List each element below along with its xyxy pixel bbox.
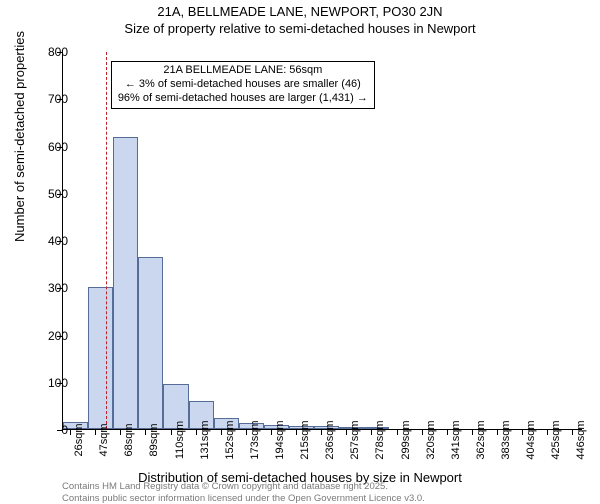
ytick-label: 300 xyxy=(28,281,68,295)
annotation-box: 21A BELLMEADE LANE: 56sqm← 3% of semi-de… xyxy=(111,61,375,108)
histogram-bar xyxy=(113,137,138,429)
xtick-label: 26sqm xyxy=(73,423,85,456)
xtick-label: 68sqm xyxy=(123,423,135,456)
xtick-label: 110sqm xyxy=(174,421,186,459)
chart-title-line1: 21A, BELLMEADE LANE, NEWPORT, PO30 2JN xyxy=(0,4,600,19)
xtick-mark xyxy=(271,429,272,435)
xtick-mark xyxy=(196,429,197,435)
xtick-label: 89sqm xyxy=(148,423,160,456)
xtick-mark xyxy=(296,429,297,435)
xtick-label: 257sqm xyxy=(349,420,361,459)
xtick-mark xyxy=(171,429,172,435)
xtick-mark xyxy=(120,429,121,435)
annotation-line: 21A BELLMEADE LANE: 56sqm xyxy=(118,64,368,78)
footer-attribution: Contains HM Land Registry data © Crown c… xyxy=(62,481,425,504)
xtick-mark xyxy=(246,429,247,435)
xtick-mark xyxy=(321,429,322,435)
xtick-label: 173sqm xyxy=(249,420,261,459)
xtick-label: 320sqm xyxy=(425,420,437,459)
ytick-label: 100 xyxy=(28,376,68,390)
xtick-label: 215sqm xyxy=(299,420,311,459)
xtick-mark xyxy=(472,429,473,435)
xtick-label: 299sqm xyxy=(400,420,412,459)
ytick-label: 400 xyxy=(28,234,68,248)
xtick-label: 47sqm xyxy=(98,423,110,456)
annotation-line: ← 3% of semi-detached houses are smaller… xyxy=(118,78,368,92)
xtick-label: 383sqm xyxy=(500,420,512,459)
ytick-label: 0 xyxy=(28,423,68,437)
xtick-mark xyxy=(447,429,448,435)
xtick-mark xyxy=(497,429,498,435)
ytick-label: 200 xyxy=(28,329,68,343)
reference-line xyxy=(106,52,107,429)
xtick-mark xyxy=(522,429,523,435)
xtick-mark xyxy=(547,429,548,435)
footer-line2: Contains public sector information licen… xyxy=(62,493,425,504)
annotation-line: 96% of semi-detached houses are larger (… xyxy=(118,92,368,106)
xtick-mark xyxy=(221,429,222,435)
xtick-mark xyxy=(70,429,71,435)
xtick-label: 362sqm xyxy=(475,420,487,459)
footer-line1: Contains HM Land Registry data © Crown c… xyxy=(62,481,425,492)
xtick-label: 278sqm xyxy=(374,420,386,459)
xtick-label: 131sqm xyxy=(199,420,211,459)
histogram-bar xyxy=(88,287,113,429)
histogram-chart: 21A BELLMEADE LANE: 56sqm← 3% of semi-de… xyxy=(62,52,582,430)
xtick-mark xyxy=(145,429,146,435)
histogram-bar xyxy=(138,257,163,429)
ytick-label: 700 xyxy=(28,92,68,106)
xtick-label: 425sqm xyxy=(550,420,562,459)
plot-area: 21A BELLMEADE LANE: 56sqm← 3% of semi-de… xyxy=(62,52,582,430)
xtick-mark xyxy=(346,429,347,435)
xtick-label: 404sqm xyxy=(525,420,537,459)
xtick-label: 341sqm xyxy=(450,420,462,459)
xtick-label: 446sqm xyxy=(575,420,587,459)
ytick-label: 500 xyxy=(28,187,68,201)
ytick-label: 800 xyxy=(28,45,68,59)
xtick-mark xyxy=(95,429,96,435)
xtick-label: 236sqm xyxy=(324,420,336,459)
chart-title-line2: Size of property relative to semi-detach… xyxy=(0,21,600,36)
xtick-label: 194sqm xyxy=(274,420,286,459)
xtick-mark xyxy=(371,429,372,435)
xtick-mark xyxy=(422,429,423,435)
xtick-mark xyxy=(572,429,573,435)
ytick-label: 600 xyxy=(28,140,68,154)
y-axis-label: Number of semi-detached properties xyxy=(12,31,27,242)
xtick-mark xyxy=(397,429,398,435)
xtick-label: 152sqm xyxy=(224,420,236,459)
